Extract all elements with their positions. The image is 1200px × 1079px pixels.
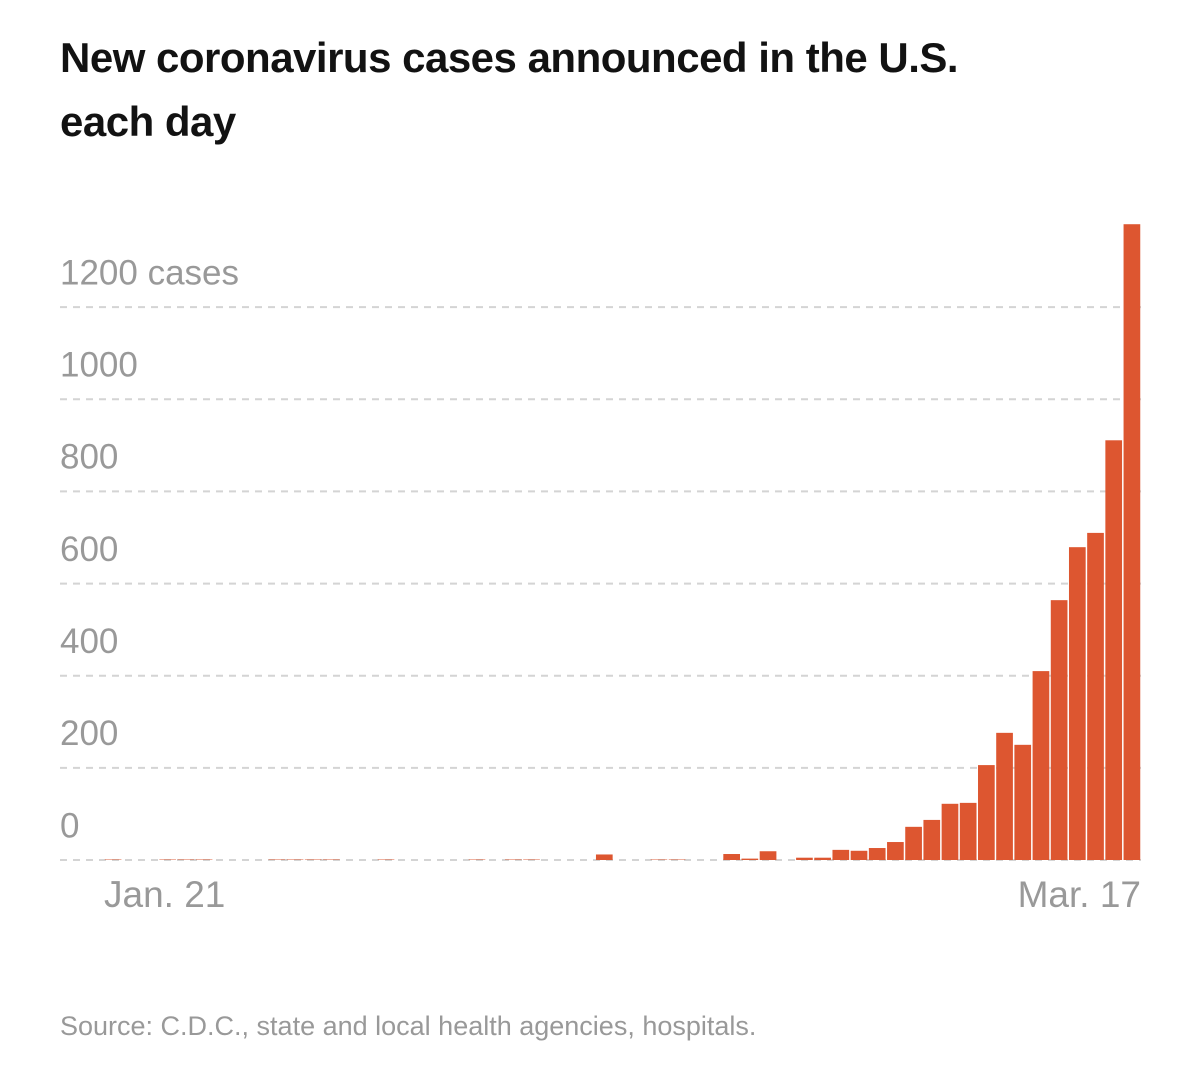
y-tick-label: 1200 cases (60, 253, 239, 292)
x-tick-label: Jan. 21 (104, 874, 225, 915)
bar (905, 826, 922, 860)
bar (832, 849, 850, 860)
bar (923, 819, 941, 860)
bar (996, 732, 1013, 860)
bar (978, 765, 995, 860)
bar (941, 803, 959, 860)
bar (814, 857, 831, 860)
y-tick-label: 200 (60, 714, 118, 753)
bar (1032, 671, 1050, 860)
bar (723, 854, 741, 860)
bar (741, 858, 759, 860)
bar (1014, 744, 1032, 860)
bar (959, 802, 977, 860)
y-tick-label: 400 (60, 622, 118, 661)
bar (1087, 532, 1104, 860)
y-tick-label: 800 (60, 438, 118, 477)
y-tick-label: 0 (60, 806, 79, 845)
bar (796, 857, 813, 860)
source-note: Source: C.D.C., state and local health a… (60, 1011, 756, 1041)
chart-title: New coronavirus cases announced in the U… (60, 34, 959, 145)
bar (868, 848, 886, 860)
bar (850, 850, 868, 860)
bar (1105, 440, 1123, 860)
y-tick-label: 1000 (60, 346, 138, 385)
bar (1050, 600, 1068, 860)
x-tick-label: Mar. 17 (1018, 874, 1141, 915)
bar (595, 854, 613, 860)
y-tick-label: 600 (60, 530, 118, 569)
bar (1123, 224, 1141, 860)
bar (759, 851, 777, 860)
bar (887, 842, 904, 860)
bar (1068, 547, 1086, 860)
